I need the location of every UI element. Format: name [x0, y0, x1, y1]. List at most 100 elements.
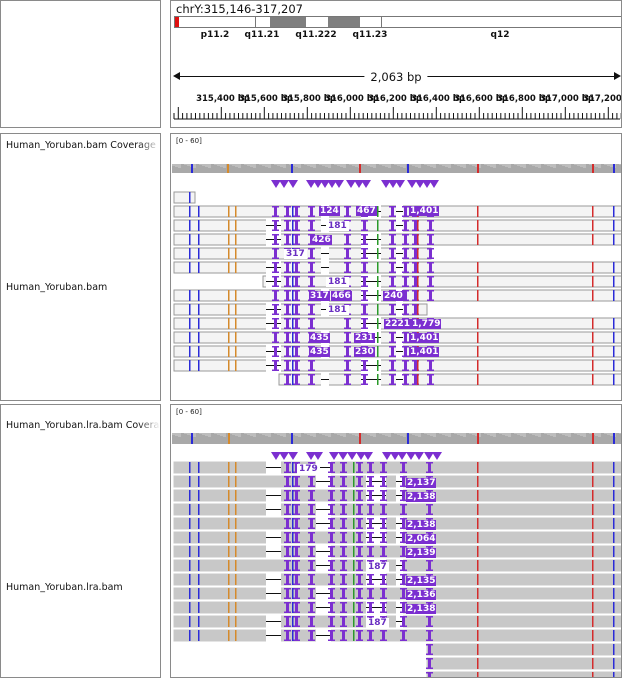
- alignment-track-name[interactable]: Human_Yoruban.lra.bam: [6, 582, 123, 593]
- coverage-bar: [556, 433, 559, 444]
- insertion-cap: [340, 588, 347, 590]
- insertion-count-label[interactable]: 2,136: [406, 590, 437, 600]
- insertion-count-label[interactable]: 2,138: [406, 520, 437, 530]
- mismatch-base: [477, 262, 479, 273]
- insertion-count-label[interactable]: 435: [309, 333, 330, 343]
- insertion-cap: [400, 546, 407, 548]
- alignment-track-name[interactable]: Human_Yoruban.bam: [6, 282, 108, 293]
- coverage-track-name[interactable]: Human_Yoruban.bam Coverage: [6, 140, 156, 151]
- insertion-marker-icon: [347, 452, 357, 460]
- insertion-bar: [391, 262, 394, 273]
- coverage-bar: [316, 433, 319, 444]
- insertion-bar: [286, 588, 289, 599]
- insertion-count-label[interactable]: 230: [354, 347, 375, 357]
- coverage-track-name[interactable]: Human_Yoruban.lra.bam Coverage: [6, 420, 161, 431]
- insertion-count-label[interactable]: 2,064: [406, 534, 437, 544]
- insertion-count-label[interactable]: 466: [331, 291, 352, 301]
- insertion-cap: [427, 262, 434, 264]
- insertion-cap: [389, 369, 396, 371]
- alignment-panel-2[interactable]: [0 - 60] 179 2,137 2,138 2,138 2,064 2,1…: [170, 404, 622, 678]
- insertion-cap: [361, 243, 368, 245]
- insertion-count-label[interactable]: 467: [356, 206, 377, 216]
- insertion-count-label[interactable]: 179: [297, 464, 320, 474]
- mismatch-base: [377, 234, 379, 245]
- insertion-cap: [361, 220, 368, 222]
- insertion-count-label[interactable]: 181: [326, 277, 349, 287]
- coverage-bar: [289, 434, 292, 444]
- coverage-bar: [397, 166, 400, 173]
- insertion-count-label[interactable]: 2,139: [406, 548, 437, 558]
- insertion-count-label[interactable]: 2,135: [406, 576, 437, 586]
- coverage-bar: [394, 165, 397, 173]
- coverage-bar: [232, 166, 235, 173]
- insertion-bar: [404, 276, 407, 287]
- coverage-bar: [244, 165, 247, 173]
- coverage-range-label: [0 - 60]: [176, 408, 202, 416]
- insertion-cap: [340, 541, 347, 543]
- insertion-cap: [284, 560, 291, 562]
- insertion-count-label[interactable]: 187: [366, 618, 389, 628]
- insertion-count-label[interactable]: 231: [354, 333, 375, 343]
- insertion-count-label[interactable]: 426: [311, 235, 332, 245]
- read: [173, 359, 621, 372]
- insertion-cap: [356, 485, 363, 487]
- coverage-bar: [460, 436, 463, 444]
- insertion-cap: [344, 346, 351, 348]
- alignment-panel-1[interactable]: [0 - 60] 124 467 1,401 181 426 317 181 3…: [170, 133, 622, 401]
- ideogram-ruler-panel[interactable]: chrY:315,146-317,207 p11.2 q11.21 q11.22…: [170, 0, 622, 128]
- mismatch-base: [477, 574, 479, 585]
- insertion-cap: [400, 630, 407, 632]
- insertion-cap: [389, 206, 396, 208]
- insertion-cap: [328, 476, 335, 478]
- mismatch-base: [228, 574, 230, 585]
- alignment-view-2[interactable]: [171, 405, 622, 678]
- insertion-count-label[interactable]: 317: [309, 291, 330, 301]
- insertion-marker-icon: [271, 452, 281, 460]
- mismatch-base: [198, 602, 200, 613]
- alignment-view-1[interactable]: [171, 134, 622, 401]
- insertion-cap: [293, 262, 300, 264]
- insertion-count-label[interactable]: 2,137: [406, 478, 437, 488]
- insertion-count-label[interactable]: 1,401: [409, 333, 440, 343]
- chromosome-ideogram[interactable]: [174, 16, 621, 28]
- insertion-cap: [308, 318, 315, 320]
- insertion-cap: [284, 332, 291, 334]
- insertion-cap: [328, 574, 335, 576]
- insertion-cap: [272, 262, 279, 264]
- mismatch-base: [477, 644, 479, 655]
- mismatch-base: [592, 644, 594, 655]
- insertion-count-label[interactable]: 317: [284, 249, 307, 259]
- insertion-count-label[interactable]: 1,779: [411, 319, 442, 329]
- mismatch-base: [592, 546, 594, 557]
- coverage-bar: [298, 168, 301, 173]
- mismatch-base: [613, 532, 615, 543]
- insertion-bar: [358, 462, 361, 473]
- coverage-bar: [187, 435, 190, 444]
- insertion-count-label[interactable]: 181: [326, 305, 349, 315]
- insertion-cap: [308, 504, 315, 506]
- coverage-bar: [412, 166, 415, 173]
- insertion-count-label[interactable]: 435: [309, 347, 330, 357]
- coverage-bar: [598, 437, 601, 444]
- insertion-cap: [426, 504, 433, 506]
- insertion-bar: [369, 504, 372, 515]
- insertion-count-label[interactable]: 124: [319, 206, 340, 216]
- insertion-count-label[interactable]: 1,401: [409, 206, 440, 216]
- insertion-cap: [367, 630, 374, 632]
- insertion-count-label[interactable]: 240: [383, 291, 404, 301]
- insertion-cap: [293, 602, 300, 604]
- insertion-count-label[interactable]: 187: [366, 562, 389, 572]
- coverage-bar: [586, 164, 589, 173]
- coverage-bar: [451, 433, 454, 444]
- insertion-bar: [358, 504, 361, 515]
- coverage-bar: [508, 168, 511, 173]
- mismatch-base: [292, 234, 294, 245]
- insertion-count-label[interactable]: 181: [326, 221, 349, 231]
- insertion-count-label[interactable]: 2221: [384, 319, 412, 329]
- insertion-count-label[interactable]: 1,401: [409, 347, 440, 357]
- insertion-cap: [356, 625, 363, 627]
- insertion-count-label[interactable]: 2,138: [406, 492, 437, 502]
- insertion-cap: [344, 318, 351, 320]
- insertion-cap: [427, 318, 434, 320]
- insertion-count-label[interactable]: 2,138: [406, 604, 437, 614]
